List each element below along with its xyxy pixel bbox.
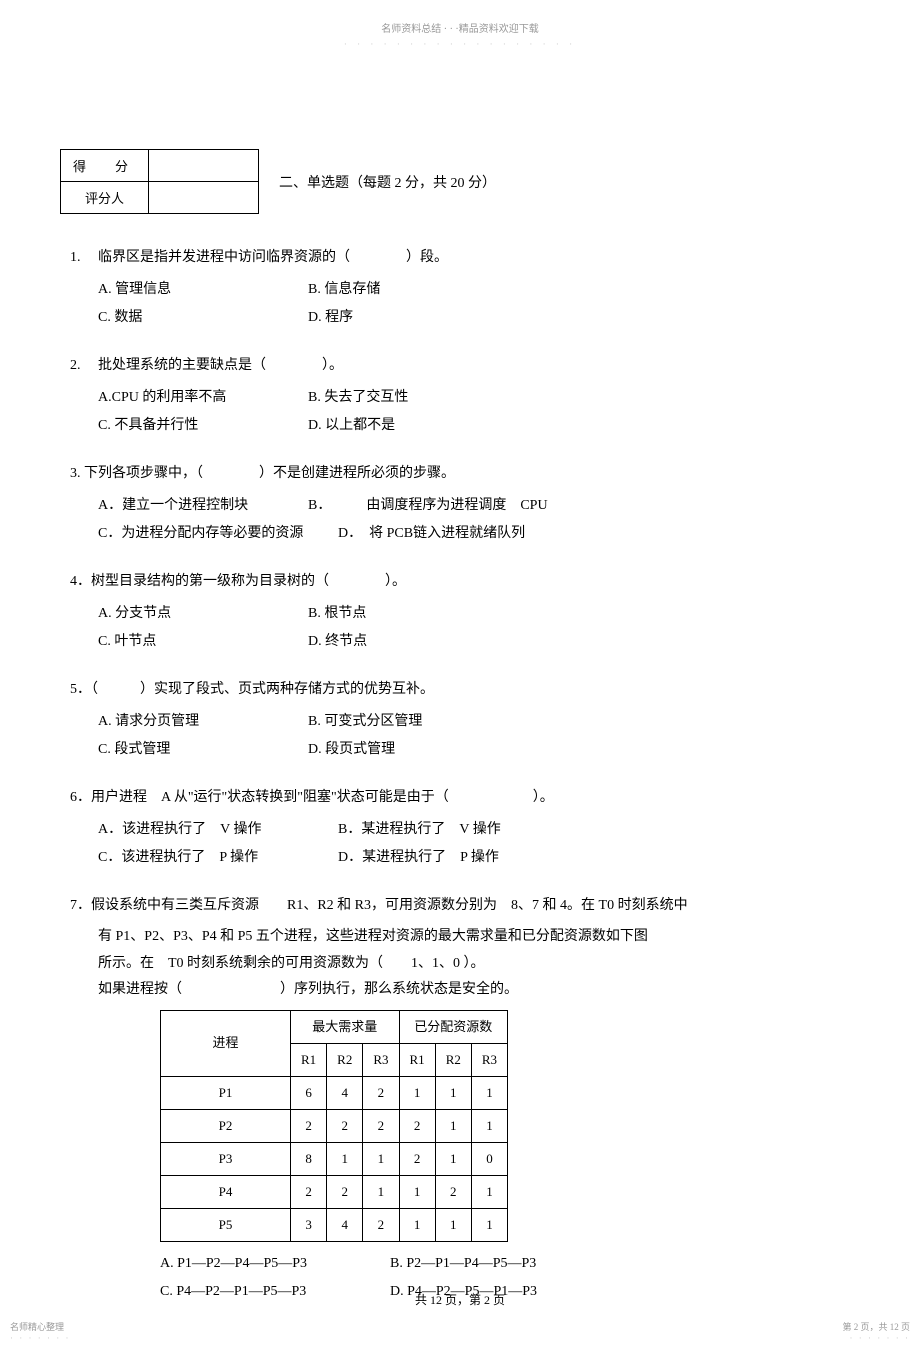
q3-opt-d: D． 将 PCB链入进程就绪队列 xyxy=(338,520,860,548)
th-process: 进程 xyxy=(161,1010,291,1076)
q4-text: 树型目录结构的第一级称为目录树的（ ）。 xyxy=(91,574,406,589)
q1-opt-a: A. 管理信息 xyxy=(98,276,308,304)
question-1: 1.临界区是指并发进程中访问临界资源的（ ）段。 A. 管理信息 B. 信息存储… xyxy=(70,244,860,332)
th-m-r1: R1 xyxy=(291,1043,327,1076)
q5-opt-c: C. 段式管理 xyxy=(98,736,308,764)
q5-num: 5． xyxy=(70,682,91,697)
q3-num: 3. xyxy=(70,466,81,481)
q6-opt-b: B．某进程执行了 V 操作 xyxy=(338,816,860,844)
q2-text: 批处理系统的主要缺点是（ ）。 xyxy=(98,358,343,373)
question-2: 2.批处理系统的主要缺点是（ ）。 A.CPU 的利用率不高 B. 失去了交互性… xyxy=(70,352,860,440)
q6-opt-c: C．该进程执行了 P 操作 xyxy=(98,844,338,872)
q1-num: 1. xyxy=(70,244,98,272)
q3-opt-c: C．为进程分配内存等必要的资源 xyxy=(98,520,338,548)
question-4: 4．树型目录结构的第一级称为目录树的（ ）。 A. 分支节点 B. 根节点 C.… xyxy=(70,568,860,656)
grader-label: 评分人 xyxy=(61,182,149,214)
question-6: 6．用户进程 A 从"运行"状态转换到"阻塞"状态可能是由于（ ）。 A．该进程… xyxy=(70,784,860,872)
q6-num: 6． xyxy=(70,790,91,805)
q5-text: （ ）实现了段式、页式两种存储方式的优势互补。 xyxy=(91,682,434,697)
q4-opt-b: B. 根节点 xyxy=(308,600,860,628)
score-table: 得 分 评分人 xyxy=(60,149,259,214)
th-max: 最大需求量 xyxy=(291,1010,400,1043)
resource-table: 进程 最大需求量 已分配资源数 R1 R2 R3 R1 R2 R3 P1 6 4… xyxy=(160,1010,508,1242)
footer-left: 名师精心整理 · · · · · · · xyxy=(10,1320,70,1343)
table-row: P5 3 4 2 1 1 1 xyxy=(161,1208,508,1241)
table-row: P4 2 2 1 1 2 1 xyxy=(161,1175,508,1208)
q5-opt-a: A. 请求分页管理 xyxy=(98,708,308,736)
grader-value xyxy=(149,182,259,214)
q4-opt-c: C. 叶节点 xyxy=(98,628,308,656)
question-3: 3. 下列各项步骤中，（ ）不是创建进程所必须的步骤。 A．建立一个进程控制块 … xyxy=(70,460,860,548)
q5-opt-b: B. 可变式分区管理 xyxy=(308,708,860,736)
table-row: P1 6 4 2 1 1 1 xyxy=(161,1076,508,1109)
q1-opt-b: B. 信息存储 xyxy=(308,276,860,304)
question-5: 5．（ ）实现了段式、页式两种存储方式的优势互补。 A. 请求分页管理 B. 可… xyxy=(70,676,860,764)
q4-num: 4． xyxy=(70,574,91,589)
score-label: 得 分 xyxy=(61,150,149,182)
th-alloc: 已分配资源数 xyxy=(399,1010,508,1043)
q1-opt-c: C. 数据 xyxy=(98,304,308,332)
q1-text: 临界区是指并发进程中访问临界资源的（ ）段。 xyxy=(98,250,448,265)
q2-opt-a: A.CPU 的利用率不高 xyxy=(98,384,308,412)
q7-num: 7． xyxy=(70,898,91,913)
question-7: 7．假设系统中有三类互斥资源 R1、R2 和 R3，可用资源数分别为 8、7 和… xyxy=(70,892,860,1306)
q7-text2: 有 P1、P2、P3、P4 和 P5 五个进程，这些进程对资源的最大需求量和已分… xyxy=(98,924,860,951)
q5-opt-d: D. 段页式管理 xyxy=(308,736,860,764)
score-value xyxy=(149,150,259,182)
q3-opt-a: A．建立一个进程控制块 xyxy=(98,492,308,520)
q6-text: 用户进程 A 从"运行"状态转换到"阻塞"状态可能是由于（ ）。 xyxy=(91,790,554,805)
th-m-r3: R3 xyxy=(363,1043,399,1076)
q2-num: 2. xyxy=(70,352,98,380)
footer-center: 共 12 页，第 2 页 xyxy=(0,1291,920,1308)
q3-opt-b: B． 由调度程序为进程调度 CPU xyxy=(308,492,860,520)
th-a-r3: R3 xyxy=(471,1043,507,1076)
q7-text3: 所示。在 T0 时刻系统剩余的可用资源数为（ 1、1、0 ）。 xyxy=(98,951,860,978)
table-row: P3 8 1 1 2 1 0 xyxy=(161,1142,508,1175)
header-dots: · · · · · · · · · · · · · · · · · · xyxy=(60,39,860,49)
q4-opt-a: A. 分支节点 xyxy=(98,600,308,628)
th-a-r2: R2 xyxy=(435,1043,471,1076)
q7-opt-b: B. P2—P1—P4—P5—P3 xyxy=(390,1250,536,1278)
q4-opt-d: D. 终节点 xyxy=(308,628,860,656)
q7-text1: 假设系统中有三类互斥资源 R1、R2 和 R3，可用资源数分别为 8、7 和 4… xyxy=(91,898,688,913)
score-section: 得 分 评分人 二、单选题（每题 2 分，共 20 分） xyxy=(60,149,860,214)
th-m-r2: R2 xyxy=(327,1043,363,1076)
section-title: 二、单选题（每题 2 分，共 20 分） xyxy=(279,172,496,192)
table-row: P2 2 2 2 2 1 1 xyxy=(161,1109,508,1142)
q6-opt-a: A．该进程执行了 V 操作 xyxy=(98,816,338,844)
q7-text4: 如果进程按（ ）序列执行，那么系统状态是安全的。 xyxy=(98,977,860,1004)
q2-opt-b: B. 失去了交互性 xyxy=(308,384,860,412)
q7-opt-a: A. P1—P2—P4—P5—P3 xyxy=(160,1250,390,1278)
q6-opt-d: D．某进程执行了 P 操作 xyxy=(338,844,860,872)
th-a-r1: R1 xyxy=(399,1043,435,1076)
header-text: 名师资料总结 · · ·精品资料欢迎下载 xyxy=(60,20,860,35)
footer-right: 第 2 页，共 12 页 · · · · · · · xyxy=(842,1320,910,1343)
q2-opt-d: D. 以上都不是 xyxy=(308,412,860,440)
q1-opt-d: D. 程序 xyxy=(308,304,860,332)
q3-text: 下列各项步骤中，（ ）不是创建进程所必须的步骤。 xyxy=(84,466,455,481)
q2-opt-c: C. 不具备并行性 xyxy=(98,412,308,440)
